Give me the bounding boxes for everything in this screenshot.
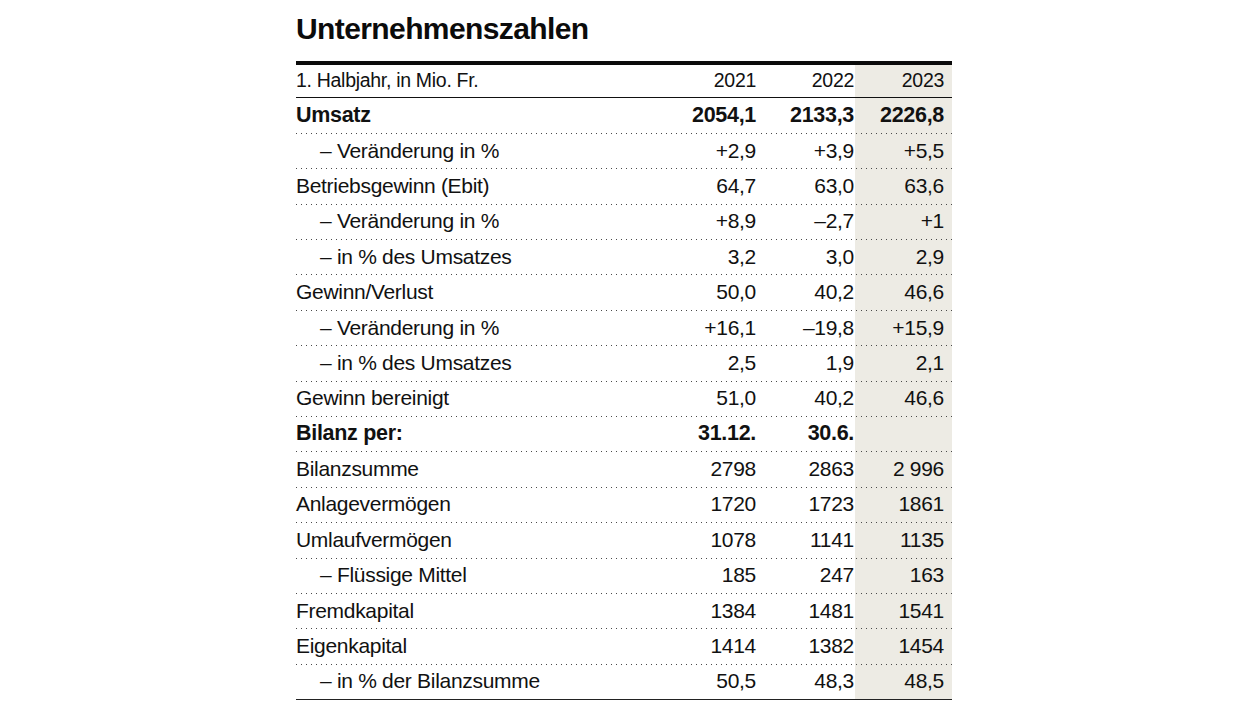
cell-2023: 2 996 bbox=[854, 457, 952, 481]
cell-2021: +8,9 bbox=[658, 209, 756, 233]
cell-2021: 51,0 bbox=[658, 386, 756, 410]
table-row: Bilanzsumme 2798 2863 2 996 bbox=[296, 451, 952, 486]
table-row: – Veränderung in % +8,9 –2,7 +1 bbox=[296, 204, 952, 239]
table-row: – in % des Umsatzes 3,2 3,0 2,9 bbox=[296, 239, 952, 274]
row-label: – Veränderung in % bbox=[296, 316, 658, 340]
table-row: Gewinn bereinigt 51,0 40,2 46,6 bbox=[296, 381, 952, 416]
cell-2021: 1078 bbox=[658, 528, 756, 552]
cell-2023: 63,6 bbox=[854, 174, 952, 198]
cell-2021: 1720 bbox=[658, 492, 756, 516]
cell-2022: 2863 bbox=[756, 457, 854, 481]
row-label: Umlaufvermögen bbox=[296, 528, 658, 552]
table-row: Anlagevermögen 1720 1723 1861 bbox=[296, 487, 952, 522]
cell-2022: 1382 bbox=[756, 634, 854, 658]
row-label: – Veränderung in % bbox=[296, 139, 658, 163]
cell-2021: 1414 bbox=[658, 634, 756, 658]
cell-2022: 3,0 bbox=[756, 245, 854, 269]
table-row: Umlaufvermögen 1078 1141 1135 bbox=[296, 522, 952, 557]
cell-2022: 1141 bbox=[756, 528, 854, 552]
cell-2022: 1481 bbox=[756, 599, 854, 623]
company-figures-table: Unternehmenszahlen 1. Halbjahr, in Mio. … bbox=[296, 12, 952, 700]
cell-2022: 247 bbox=[756, 563, 854, 587]
cell-2023: +1 bbox=[854, 209, 952, 233]
cell-2023: 2,9 bbox=[854, 245, 952, 269]
cell-2021: 50,5 bbox=[658, 669, 756, 693]
table-row: Eigenkapital 1414 1382 1454 bbox=[296, 628, 952, 663]
cell-2021: 2054,1 bbox=[658, 103, 756, 128]
cell-2021: 64,7 bbox=[658, 174, 756, 198]
row-label: Gewinn/Verlust bbox=[296, 280, 658, 304]
cell-2023: 46,6 bbox=[854, 280, 952, 304]
row-label: – Veränderung in % bbox=[296, 209, 658, 233]
cell-2022: –2,7 bbox=[756, 209, 854, 233]
cell-2023: +5,5 bbox=[854, 139, 952, 163]
cell-2021: 50,0 bbox=[658, 280, 756, 304]
table-header-row: 1. Halbjahr, in Mio. Fr. 2021 2022 2023 bbox=[296, 65, 952, 98]
table-row: Betriebsgewinn (Ebit) 64,7 63,0 63,6 bbox=[296, 168, 952, 203]
row-label: – in % der Bilanzsumme bbox=[296, 669, 658, 693]
cell-2023: 46,6 bbox=[854, 386, 952, 410]
cell-2022: 1,9 bbox=[756, 351, 854, 375]
cell-2022: +3,9 bbox=[756, 139, 854, 163]
row-label: Umsatz bbox=[296, 103, 658, 128]
table-row: – Flüssige Mittel 185 247 163 bbox=[296, 558, 952, 593]
table-row: Bilanz per: 31.12. 30.6. bbox=[296, 416, 952, 451]
table-row: – Veränderung in % +2,9 +3,9 +5,5 bbox=[296, 133, 952, 168]
table-row: Gewinn/Verlust 50,0 40,2 46,6 bbox=[296, 274, 952, 309]
cell-2021: 2,5 bbox=[658, 351, 756, 375]
row-label: Betriebsgewinn (Ebit) bbox=[296, 174, 658, 198]
cell-2023: 48,5 bbox=[854, 669, 952, 693]
header-year-2021: 2021 bbox=[658, 69, 756, 92]
cell-2023: 1541 bbox=[854, 599, 952, 623]
row-label: Eigenkapital bbox=[296, 634, 658, 658]
cell-2022: 40,2 bbox=[756, 280, 854, 304]
cell-2021: 185 bbox=[658, 563, 756, 587]
cell-2023: 163 bbox=[854, 563, 952, 587]
table-row: – Veränderung in % +16,1 –19,8 +15,9 bbox=[296, 310, 952, 345]
data-table: 1. Halbjahr, in Mio. Fr. 2021 2022 2023 … bbox=[296, 61, 952, 701]
table-row: Fremdkapital 1384 1481 1541 bbox=[296, 593, 952, 628]
header-label: 1. Halbjahr, in Mio. Fr. bbox=[296, 69, 658, 92]
cell-2022: 2133,3 bbox=[756, 103, 854, 128]
cell-2021: +2,9 bbox=[658, 139, 756, 163]
cell-2022: 48,3 bbox=[756, 669, 854, 693]
header-year-2023: 2023 bbox=[854, 69, 952, 92]
cell-2022: 30.6. bbox=[756, 421, 854, 446]
cell-2022: –19,8 bbox=[756, 316, 854, 340]
cell-2023: 1861 bbox=[854, 492, 952, 516]
cell-2023: 2226,8 bbox=[854, 103, 952, 128]
cell-2023: 2,1 bbox=[854, 351, 952, 375]
cell-2023: 1454 bbox=[854, 634, 952, 658]
page-title: Unternehmenszahlen bbox=[296, 12, 952, 47]
cell-2021: 3,2 bbox=[658, 245, 756, 269]
table-row: Umsatz 2054,1 2133,3 2226,8 bbox=[296, 98, 952, 133]
table-row: – in % des Umsatzes 2,5 1,9 2,1 bbox=[296, 345, 952, 380]
cell-2023: 1135 bbox=[854, 528, 952, 552]
cell-2022: 1723 bbox=[756, 492, 854, 516]
row-label: Bilanz per: bbox=[296, 421, 658, 446]
table-row: – in % der Bilanzsumme 50,5 48,3 48,5 bbox=[296, 664, 952, 699]
cell-2021: 1384 bbox=[658, 599, 756, 623]
row-label: Bilanzsumme bbox=[296, 457, 658, 481]
cell-2021: 2798 bbox=[658, 457, 756, 481]
header-year-2022: 2022 bbox=[756, 69, 854, 92]
row-label: Gewinn bereinigt bbox=[296, 386, 658, 410]
row-label: Fremdkapital bbox=[296, 599, 658, 623]
row-label: – Flüssige Mittel bbox=[296, 563, 658, 587]
cell-2021: +16,1 bbox=[658, 316, 756, 340]
cell-2022: 63,0 bbox=[756, 174, 854, 198]
cell-2021: 31.12. bbox=[658, 421, 756, 446]
cell-2023: +15,9 bbox=[854, 316, 952, 340]
row-label: – in % des Umsatzes bbox=[296, 351, 658, 375]
row-label: – in % des Umsatzes bbox=[296, 245, 658, 269]
row-label: Anlagevermögen bbox=[296, 492, 658, 516]
cell-2022: 40,2 bbox=[756, 386, 854, 410]
